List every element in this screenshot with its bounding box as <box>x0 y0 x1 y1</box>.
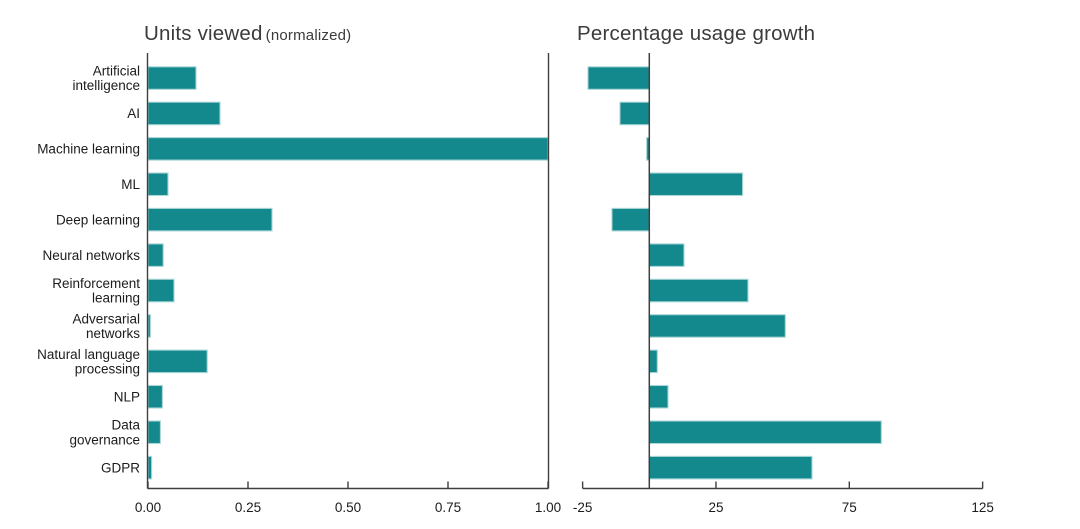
units-viewed-chart: 0.00 0.25 0.50 0.75 1.00 Artificial intelligen… <box>37 53 561 515</box>
category-label-data-governance: Data governance <box>69 418 140 448</box>
chart-title-suffix: (normalized) <box>265 27 352 44</box>
bar-deep-learning <box>611 207 650 232</box>
bar-artificial-intelligence <box>587 66 650 90</box>
bar-data-governance <box>147 420 161 445</box>
category-label-deep-learning: Deep learning <box>56 213 140 228</box>
bar-ai <box>619 101 650 126</box>
bar-gdpr <box>648 455 813 480</box>
bar-nlp <box>147 384 163 409</box>
category-label-machine-learning: Machine learning <box>37 142 140 157</box>
bar-gdpr <box>147 455 153 480</box>
x-tick-label: 75 <box>842 500 857 515</box>
x-tick-label: 125 <box>971 500 994 515</box>
category-label-nlp: NLP <box>114 390 140 405</box>
left-chart-title: Units viewed (normalized) <box>144 22 352 46</box>
bar-reinforcement-learning <box>648 278 749 303</box>
bar-machine-learning <box>147 137 549 161</box>
category-label-ml: ML <box>121 177 140 192</box>
x-tick-label: 0.00 <box>135 500 161 515</box>
x-tick-label: 25 <box>708 500 723 515</box>
bar-data-governance <box>648 420 882 445</box>
bar-natural-language-processing <box>648 349 658 374</box>
category-label-gdpr: GDPR <box>101 460 140 475</box>
percentage-usage-growth-chart: -25 25 75 125 <box>573 53 994 515</box>
category-label-neural-networks: Neural networks <box>42 248 140 263</box>
category-label-artificial-intelligence: Artificial intelligence <box>72 64 140 94</box>
bar-artificial-intelligence <box>147 66 197 90</box>
bar-adversarial-networks <box>147 314 151 338</box>
x-tick-label: 1.00 <box>535 500 561 515</box>
category-label-ai: AI <box>127 106 140 121</box>
bar-natural-language-processing <box>147 349 208 374</box>
bar-ai <box>147 101 221 126</box>
chart-title-text: Percentage usage growth <box>577 22 816 45</box>
x-tick-label: 0.50 <box>335 500 361 515</box>
bar-nlp <box>648 384 669 409</box>
bar-ml <box>648 172 744 197</box>
category-label-reinforcement-learning: Reinforcement learning <box>52 276 140 306</box>
bar-adversarial-networks <box>648 314 786 338</box>
x-tick-label: -25 <box>573 500 593 515</box>
x-tick-label: 0.75 <box>435 500 461 515</box>
bar-ml <box>147 172 169 197</box>
bar-reinforcement-learning <box>147 278 175 303</box>
bar-neural-networks <box>147 243 164 267</box>
bar-deep-learning <box>147 207 273 232</box>
category-label-natural-language-processing: Natural language processing <box>37 347 140 377</box>
chart-title-text: Units viewed <box>144 22 263 45</box>
x-tick-label: 0.25 <box>235 500 261 515</box>
category-label-adversarial-networks: Adversarial networks <box>72 312 140 342</box>
bar-neural-networks <box>648 243 685 267</box>
right-chart-title: Percentage usage growth <box>577 22 816 46</box>
